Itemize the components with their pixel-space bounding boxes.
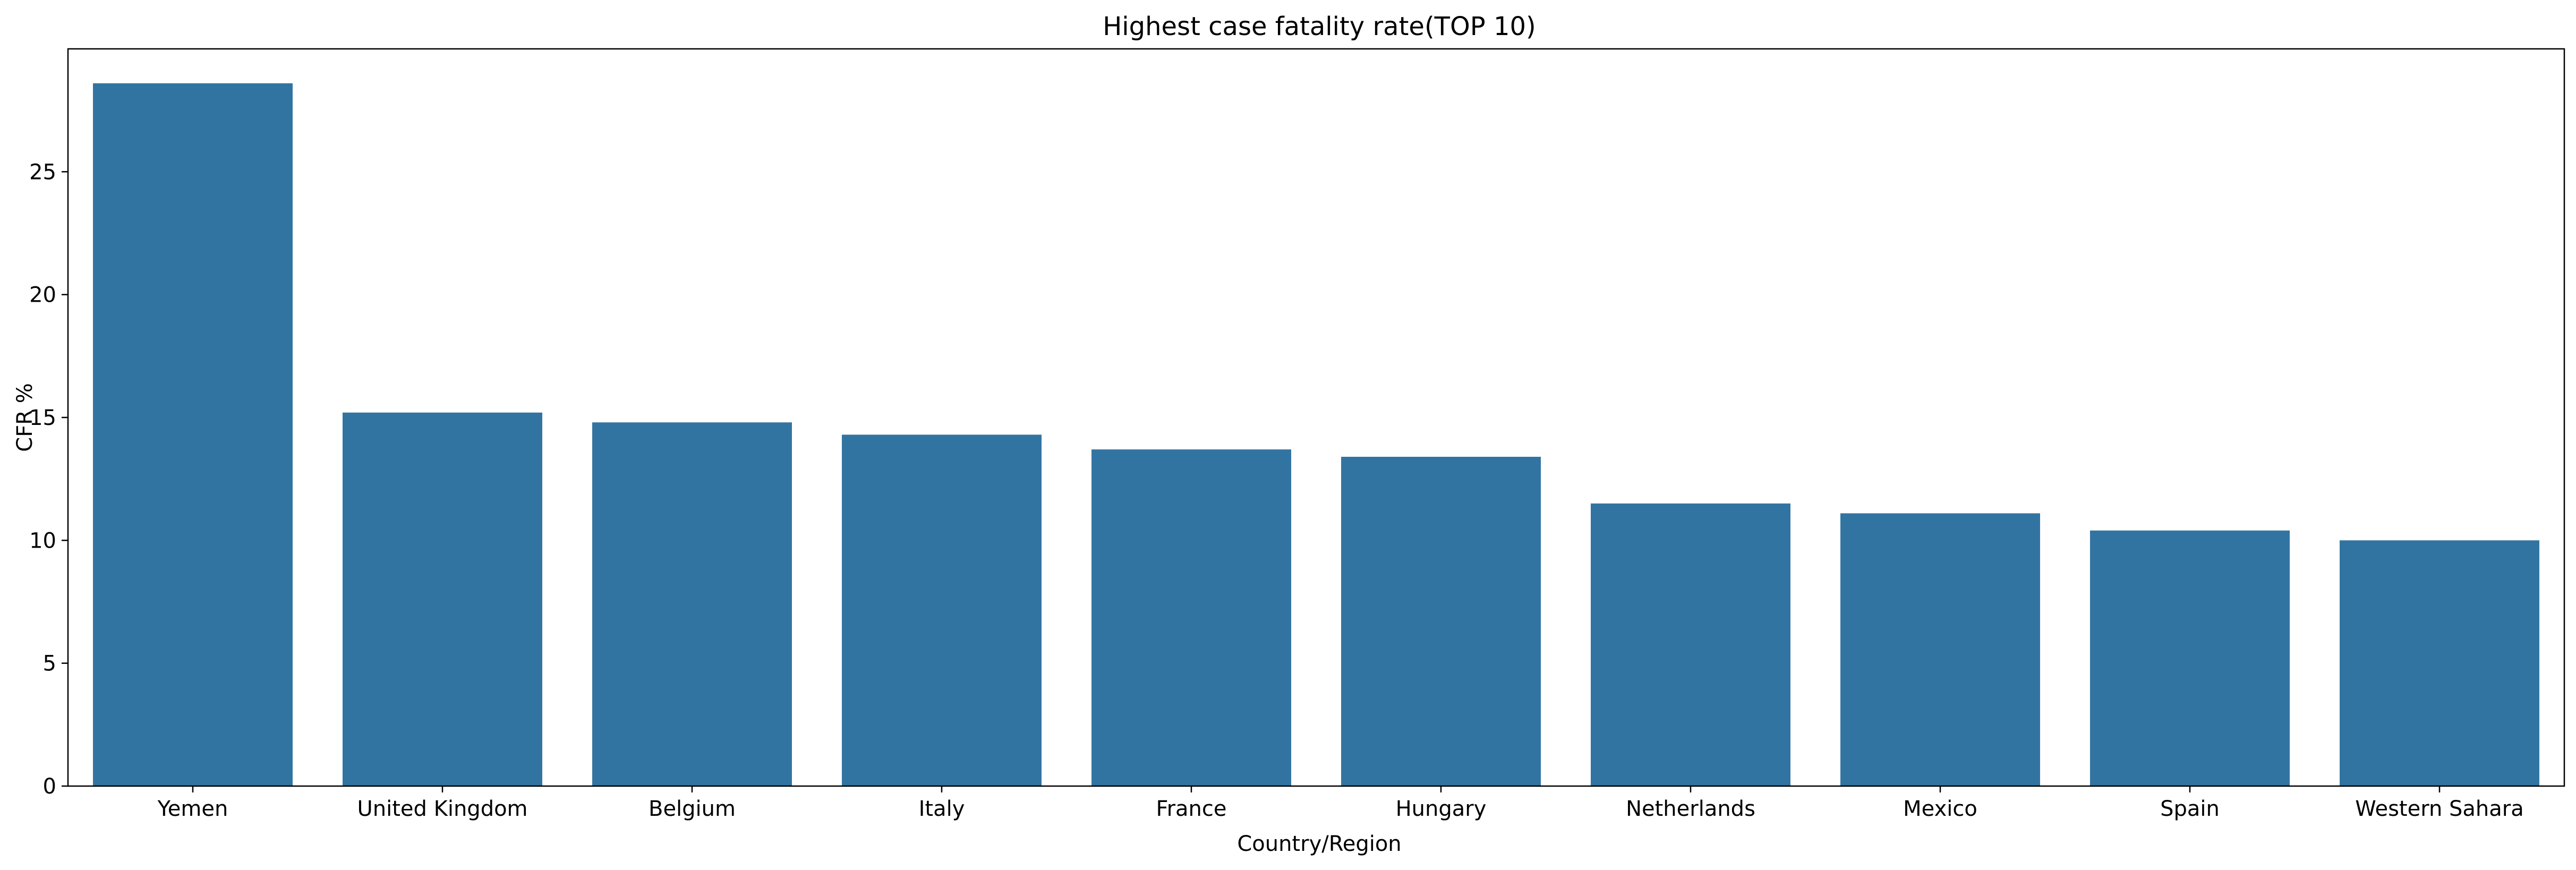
x-axis-label: Country/Region	[1237, 832, 1401, 856]
bar-belgium	[592, 422, 792, 786]
x-tick-label: Spain	[2160, 797, 2220, 821]
bar-netherlands	[1591, 503, 1790, 786]
bar-mexico	[1840, 513, 2040, 786]
x-tick-label: United Kingdom	[357, 797, 527, 821]
x-tick-label: Mexico	[1903, 797, 1977, 821]
bar-united-kingdom	[343, 412, 542, 786]
bar-france	[1091, 449, 1291, 786]
x-tick-label: France	[1156, 797, 1226, 821]
x-tick-label: Yemen	[157, 797, 228, 821]
bars-group	[93, 83, 2539, 787]
y-tick-label: 25	[29, 160, 56, 184]
x-tick-label: Hungary	[1396, 797, 1487, 821]
x-tick-label: Netherlands	[1626, 797, 1755, 821]
plot-frame	[67, 48, 2565, 787]
x-tick-label: Italy	[919, 797, 965, 821]
bar-italy	[842, 434, 1042, 786]
y-tick-label: 15	[29, 406, 56, 430]
x-tick-label: Belgium	[649, 797, 736, 821]
y-axis-label: CFR %	[13, 383, 37, 451]
y-axis-ticks: 0 5 10 15 20 25	[29, 160, 68, 799]
y-tick-label: 0	[43, 774, 56, 799]
bar-hungary	[1341, 457, 1541, 786]
x-tick-label: Western Sahara	[2355, 797, 2523, 821]
y-tick-label: 10	[29, 528, 56, 553]
bar-western-sahara	[2340, 540, 2539, 786]
bar-yemen	[93, 83, 293, 787]
x-axis-ticks: Yemen United Kingdom Belgium Italy France Hun…	[157, 786, 2524, 821]
y-tick-label: 20	[29, 283, 56, 308]
bar-spain	[2090, 530, 2290, 786]
chart-title: Highest case fatality rate(TOP 10)	[1103, 12, 1536, 41]
y-tick-label: 5	[43, 652, 56, 676]
